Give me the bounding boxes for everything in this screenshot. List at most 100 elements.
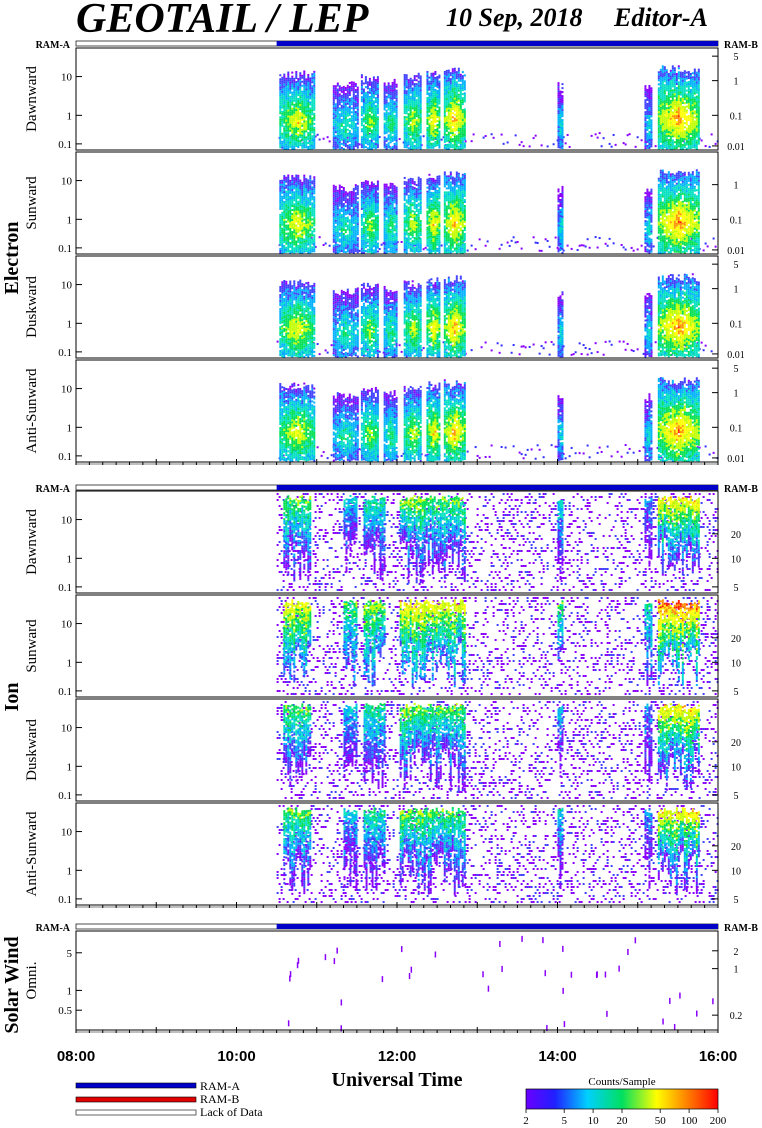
right-tick-label: 5 xyxy=(734,687,739,698)
right-tick-label: 0.01 xyxy=(727,142,745,153)
right-tick-label: 10 xyxy=(731,658,741,669)
right-tick-label: 5 xyxy=(734,791,739,802)
right-tick-label: 20 xyxy=(731,738,741,749)
left-tick-label: 0.1 xyxy=(58,451,72,463)
colorbar-tick-label: 50 xyxy=(655,1115,667,1127)
right-tick-label: 2 xyxy=(734,947,739,958)
x-tick-label: 10:00 xyxy=(217,1048,255,1065)
left-tick-label: 10 xyxy=(61,384,73,396)
x-tick-label: 08:00 xyxy=(57,1048,95,1065)
left-tick-label: 1 xyxy=(67,985,73,997)
right-tick-label: 1 xyxy=(734,285,739,296)
x-axis-label: Universal Time xyxy=(332,1069,463,1091)
left-tick-label: 10 xyxy=(61,72,73,84)
legend-swatch-lack xyxy=(76,1110,196,1115)
panel-ylabel: Omni. xyxy=(24,962,40,1000)
panel-stack: Dawnward 10 1 0.1 5 1 0.1 0.01 Sunward 10 1 0.1 1 0.1… xyxy=(24,48,745,1033)
panel-ylabel: Anti-Sunward xyxy=(24,811,40,896)
spectrogram-pixels xyxy=(288,936,714,1031)
right-tick-label: 5 xyxy=(734,260,739,271)
x-tick-labels: 08:00 10:00 12:00 14:00 16:00 xyxy=(57,1048,737,1065)
left-tick-label: 1 xyxy=(67,553,73,565)
right-tick-label: 0.1 xyxy=(730,215,743,226)
left-tick-label: 10 xyxy=(61,723,73,735)
ram-bar-segment xyxy=(277,924,718,929)
spectrogram-pixels xyxy=(277,597,719,695)
spectrogram-pixels xyxy=(277,701,719,799)
colorbar-tick-label: 100 xyxy=(681,1115,698,1127)
right-tick-label: 1 xyxy=(734,77,739,88)
spectrogram-pixels xyxy=(277,805,719,903)
right-tick-label: 0.01 xyxy=(727,454,745,465)
group-label-ion: Ion xyxy=(1,683,23,712)
panel-frame xyxy=(76,931,718,1030)
colorbar-tick-label: 200 xyxy=(710,1115,727,1127)
panel-ylabel: Sunward xyxy=(24,619,40,673)
legend-label-ram-b: RAM-B xyxy=(200,1092,239,1106)
group-label-solar-wind: Solar Wind xyxy=(1,936,23,1033)
spectrogram-pixels xyxy=(277,273,713,358)
right-tick-label: 5 xyxy=(734,895,739,906)
left-tick-label: 0.5 xyxy=(58,1005,72,1017)
ram-bar-segment xyxy=(277,485,718,490)
figure-date: 10 Sep, 2018 xyxy=(446,3,583,32)
spectrogram-pixels xyxy=(279,169,717,254)
figure-title: GEOTAIL / LEP xyxy=(76,0,369,42)
legend-swatch-ram-a xyxy=(76,1083,196,1088)
colorbar-tick-label: 20 xyxy=(617,1115,629,1127)
ram-legend: RAM-A RAM-B Lack of Data xyxy=(76,1079,263,1119)
panel-solar-wind-omni.: Omni. 5 1 0.5 2 1 0.2 xyxy=(24,931,742,1031)
left-tick-label: 5 xyxy=(67,948,73,960)
ram-a-label: RAM-A xyxy=(36,484,71,495)
left-tick-label: 1 xyxy=(67,657,73,669)
ram-row-1: RAM-A RAM-B xyxy=(36,40,759,51)
left-tick-label: 10 xyxy=(61,176,73,188)
left-tick-label: 0.1 xyxy=(58,139,72,151)
panel-ylabel: Anti-Sunward xyxy=(24,368,40,453)
figure-editor: Editor-A xyxy=(613,3,708,32)
right-tick-label: 1 xyxy=(734,965,739,976)
right-tick-label: 10 xyxy=(731,554,741,565)
left-tick-label: 0.1 xyxy=(58,894,72,906)
right-tick-label: 20 xyxy=(731,530,741,541)
colorbar-title: Counts/Sample xyxy=(588,1076,655,1088)
colorbar-tick-label: 5 xyxy=(561,1115,567,1127)
ram-b-label: RAM-B xyxy=(724,923,758,934)
right-tick-label: 5 xyxy=(734,52,739,63)
panel-ylabel: Dawnward xyxy=(24,509,40,575)
ram-bar-segment xyxy=(277,41,718,46)
spectrogram-pixels xyxy=(277,493,719,591)
right-tick-label: 0.2 xyxy=(730,1011,743,1022)
left-tick-label: 1 xyxy=(67,422,73,434)
right-tick-label: 0.1 xyxy=(730,111,743,122)
ram-b-label: RAM-B xyxy=(724,484,758,495)
left-tick-label: 0.1 xyxy=(58,790,72,802)
ram-a-label: RAM-A xyxy=(36,40,71,51)
right-tick-label: 10 xyxy=(731,866,741,877)
panel-ylabel: Dawnward xyxy=(24,66,40,132)
left-tick-label: 0.1 xyxy=(58,686,72,698)
right-tick-label: 10 xyxy=(731,762,741,773)
colorbar-tick-label: 2 xyxy=(523,1115,529,1127)
panel-ylabel: Sunward xyxy=(24,176,40,230)
left-tick-label: 1 xyxy=(67,865,73,877)
right-tick-label: 0.1 xyxy=(730,319,743,330)
right-tick-label: 20 xyxy=(731,634,741,645)
left-tick-label: 1 xyxy=(67,214,73,226)
legend-swatch-ram-b xyxy=(76,1097,196,1102)
right-tick-label: 0.01 xyxy=(727,350,745,361)
ram-b-label: RAM-B xyxy=(724,40,758,51)
colorbar: Counts/Sample 2 5 10 20 50 100 200 xyxy=(523,1076,727,1127)
right-tick-label: 1 xyxy=(734,389,739,400)
spectrogram-pixels xyxy=(279,65,719,150)
x-tick-label: 14:00 xyxy=(538,1048,576,1065)
left-tick-label: 1 xyxy=(67,761,73,773)
left-tick-label: 0.1 xyxy=(58,582,72,594)
